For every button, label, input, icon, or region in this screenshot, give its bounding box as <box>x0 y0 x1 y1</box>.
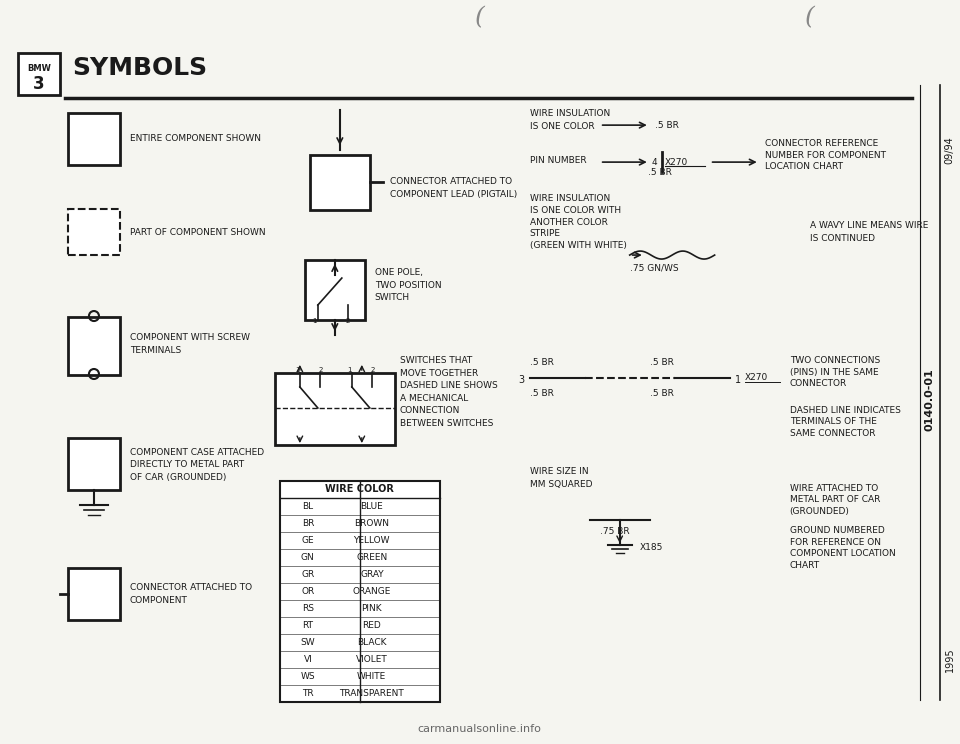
Text: GR: GR <box>301 570 315 579</box>
Text: .5 BR: .5 BR <box>648 167 672 176</box>
Text: 2: 2 <box>319 367 323 373</box>
Text: X185: X185 <box>639 543 663 552</box>
Text: .5 BR: .5 BR <box>530 358 554 367</box>
Bar <box>68 438 120 490</box>
Text: BMW: BMW <box>27 64 51 73</box>
Text: .5 BR: .5 BR <box>650 390 674 399</box>
Text: WIRE INSULATION
IS ONE COLOR WITH
ANOTHER COLOR
STRIPE
(GREEN WITH WHITE): WIRE INSULATION IS ONE COLOR WITH ANOTHE… <box>530 194 627 250</box>
Text: RS: RS <box>301 604 314 613</box>
Text: TR: TR <box>302 689 314 698</box>
Text: WS: WS <box>300 672 315 681</box>
Text: CONNECTOR REFERENCE
NUMBER FOR COMPONENT
LOCATION CHART: CONNECTOR REFERENCE NUMBER FOR COMPONENT… <box>764 139 886 171</box>
Text: .5 BR: .5 BR <box>530 390 554 399</box>
Text: .75 BR: .75 BR <box>600 527 630 536</box>
Text: carmanualsonline.info: carmanualsonline.info <box>418 724 541 734</box>
Bar <box>305 260 365 320</box>
Text: VIOLET: VIOLET <box>356 655 388 664</box>
Text: GREEN: GREEN <box>356 553 388 562</box>
Text: WIRE INSULATION
IS ONE COLOR: WIRE INSULATION IS ONE COLOR <box>530 109 610 131</box>
Text: GN: GN <box>301 553 315 562</box>
Text: 3: 3 <box>34 75 45 93</box>
Text: TRANSPARENT: TRANSPARENT <box>340 689 404 698</box>
Text: VI: VI <box>303 655 312 664</box>
Text: (: ( <box>475 7 485 30</box>
Text: SWITCHES THAT
MOVE TOGETHER
DASHED LINE SHOWS
A MECHANICAL
CONNECTION
BETWEEN SW: SWITCHES THAT MOVE TOGETHER DASHED LINE … <box>399 356 497 428</box>
Text: WIRE SIZE IN
MM SQUARED: WIRE SIZE IN MM SQUARED <box>530 467 592 489</box>
Text: SW: SW <box>300 638 315 647</box>
Bar <box>310 155 370 210</box>
Text: .75 GN/WS: .75 GN/WS <box>631 263 679 272</box>
Text: .5 BR: .5 BR <box>655 121 679 129</box>
Text: OR: OR <box>301 587 315 596</box>
Text: PART OF COMPONENT SHOWN: PART OF COMPONENT SHOWN <box>130 228 266 237</box>
Bar <box>275 373 395 445</box>
Bar <box>68 113 120 165</box>
Text: CONNECTOR ATTACHED TO
COMPONENT LEAD (PIGTAIL): CONNECTOR ATTACHED TO COMPONENT LEAD (PI… <box>390 177 517 199</box>
Text: WIRE ATTACHED TO
METAL PART OF CAR
(GROUNDED): WIRE ATTACHED TO METAL PART OF CAR (GROU… <box>790 484 880 516</box>
Bar <box>68 317 120 375</box>
Text: 1: 1 <box>348 367 352 373</box>
Text: RED: RED <box>363 621 381 630</box>
Text: .5 BR: .5 BR <box>650 358 674 367</box>
Text: A WAVY LINE MEANS WIRE
IS CONTINUED: A WAVY LINE MEANS WIRE IS CONTINUED <box>809 221 928 243</box>
Text: GRAY: GRAY <box>360 570 384 579</box>
Bar <box>280 481 440 702</box>
Bar <box>68 568 120 620</box>
Text: 2: 2 <box>371 367 375 373</box>
Text: ORANGE: ORANGE <box>352 587 391 596</box>
Text: 1: 1 <box>296 367 300 373</box>
Text: X270: X270 <box>664 158 688 167</box>
Text: ONE POLE,
TWO POSITION
SWITCH: ONE POLE, TWO POSITION SWITCH <box>374 268 442 302</box>
Text: 1: 1 <box>734 375 741 385</box>
Text: TWO CONNECTIONS
(PINS) IN THE SAME
CONNECTOR: TWO CONNECTIONS (PINS) IN THE SAME CONNE… <box>790 356 880 388</box>
Text: SYMBOLS: SYMBOLS <box>72 56 207 80</box>
Text: BR: BR <box>301 519 314 528</box>
Text: BROWN: BROWN <box>354 519 390 528</box>
Text: (: ( <box>804 7 814 30</box>
Text: 1995: 1995 <box>945 647 954 672</box>
Text: DASHED LINE INDICATES
TERMINALS OF THE
SAME CONNECTOR: DASHED LINE INDICATES TERMINALS OF THE S… <box>790 405 900 438</box>
Text: BL: BL <box>302 502 313 511</box>
Text: COMPONENT WITH SCREW
TERMINALS: COMPONENT WITH SCREW TERMINALS <box>130 333 250 355</box>
Text: PIN NUMBER: PIN NUMBER <box>530 155 587 164</box>
Text: 2: 2 <box>346 318 350 324</box>
Text: ENTIRE COMPONENT SHOWN: ENTIRE COMPONENT SHOWN <box>130 134 261 143</box>
Text: 3: 3 <box>518 375 525 385</box>
Text: GROUND NUMBERED
FOR REFERENCE ON
COMPONENT LOCATION
CHART: GROUND NUMBERED FOR REFERENCE ON COMPONE… <box>790 526 896 570</box>
Text: WIRE COLOR: WIRE COLOR <box>325 484 395 495</box>
Text: YELLOW: YELLOW <box>353 536 390 545</box>
Text: 0140.0-01: 0140.0-01 <box>924 368 934 432</box>
Text: PINK: PINK <box>362 604 382 613</box>
Bar <box>68 209 120 255</box>
Bar <box>18 53 60 95</box>
Text: 4: 4 <box>652 158 658 167</box>
Text: WHITE: WHITE <box>357 672 387 681</box>
Text: BLACK: BLACK <box>357 638 387 647</box>
Text: GE: GE <box>301 536 314 545</box>
Text: 1: 1 <box>313 318 317 324</box>
Text: BLUE: BLUE <box>360 502 383 511</box>
Text: X270: X270 <box>745 373 768 382</box>
Text: 09/94: 09/94 <box>945 136 954 164</box>
Text: CONNECTOR ATTACHED TO
COMPONENT: CONNECTOR ATTACHED TO COMPONENT <box>130 583 252 605</box>
Text: RT: RT <box>302 621 313 630</box>
Text: COMPONENT CASE ATTACHED
DIRECTLY TO METAL PART
OF CAR (GROUNDED): COMPONENT CASE ATTACHED DIRECTLY TO META… <box>130 448 264 482</box>
